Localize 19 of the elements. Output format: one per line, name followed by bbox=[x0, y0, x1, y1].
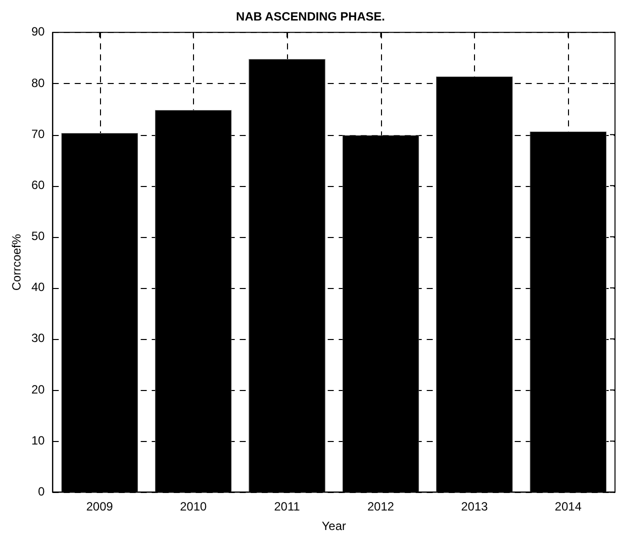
y-tick-label: 0 bbox=[38, 484, 46, 499]
y-tick-label: 10 bbox=[31, 433, 46, 448]
y-tick-label: 60 bbox=[31, 178, 46, 192]
y-tick-label: 50 bbox=[31, 229, 46, 244]
y-tick-label: 90 bbox=[31, 24, 46, 39]
y-tick-label: 70 bbox=[31, 126, 46, 141]
y-tick-label: 80 bbox=[31, 76, 46, 90]
y-axis-title: Corrcoef% bbox=[10, 234, 24, 291]
y-tick-label: 40 bbox=[31, 280, 46, 294]
x-tick-label: 2014 bbox=[554, 500, 582, 514]
x-tick-label: 2011 bbox=[274, 500, 300, 514]
x-tick-label: 2009 bbox=[86, 500, 114, 514]
x-axis-title: Year bbox=[322, 519, 346, 534]
x-tick-label: 2012 bbox=[367, 500, 394, 514]
chart-title: NAB ASCENDING PHASE. bbox=[236, 10, 385, 24]
y-tick-label: 20 bbox=[31, 382, 46, 396]
x-tick-label: 2010 bbox=[180, 500, 207, 514]
y-tick-label: 30 bbox=[31, 331, 46, 346]
x-tick-label: 2013 bbox=[461, 500, 488, 514]
